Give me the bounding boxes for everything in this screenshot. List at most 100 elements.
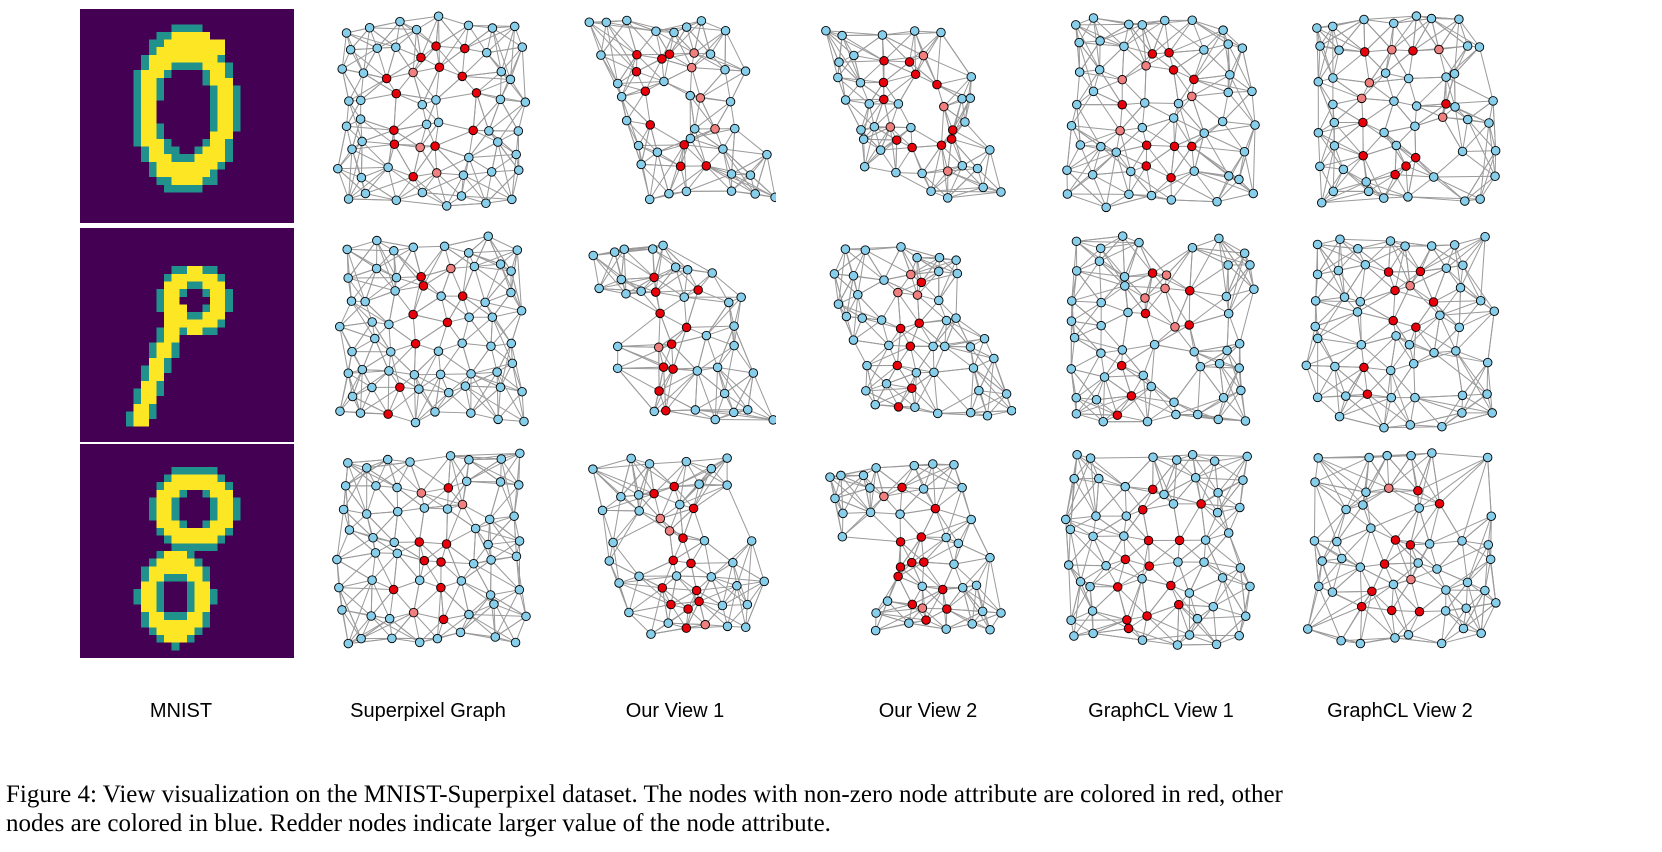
graph-node	[952, 268, 963, 279]
graph-node	[507, 358, 518, 369]
graph-node	[1434, 498, 1445, 509]
graph-node	[967, 619, 977, 629]
graph-node	[685, 133, 696, 144]
graph-node	[1328, 186, 1339, 197]
graph-node	[679, 140, 689, 150]
graph-node	[371, 263, 382, 274]
graph-node	[909, 26, 920, 36]
graph-node	[1358, 500, 1368, 510]
graph-node	[1096, 320, 1106, 331]
graph-node	[409, 370, 420, 380]
graph-node	[1120, 281, 1130, 291]
mnist-image-row-1	[80, 9, 294, 223]
graph-node	[1388, 315, 1398, 326]
graph-node	[858, 470, 869, 481]
graph-node	[446, 263, 456, 274]
graph-node	[1111, 147, 1122, 157]
graph-node	[1066, 615, 1076, 625]
graph-node	[1341, 391, 1351, 401]
graph-node	[1359, 14, 1369, 25]
graph-node	[1137, 573, 1147, 584]
graph-node	[596, 50, 606, 60]
graph-node	[879, 56, 889, 66]
graph-node	[1366, 523, 1376, 533]
graph-node	[1184, 320, 1194, 330]
graph-node	[612, 363, 623, 374]
graph-node	[1475, 295, 1486, 306]
graph-node	[679, 292, 689, 302]
graph-node	[893, 402, 904, 412]
our-view-2-row-2	[829, 242, 1016, 421]
superpixel-graph-row-2	[334, 231, 529, 428]
graph-node	[392, 506, 403, 517]
graph-node	[917, 603, 928, 613]
graph-node	[1435, 310, 1445, 321]
graph-node	[690, 405, 701, 415]
graphcl-view-2-row-3	[1302, 448, 1501, 649]
graph-node	[1457, 390, 1468, 401]
graph-node	[919, 557, 929, 567]
graph-node	[686, 62, 697, 73]
graph-node	[910, 402, 920, 412]
graph-node	[906, 122, 916, 133]
graph-node	[1173, 557, 1183, 567]
graph-node	[588, 250, 598, 261]
graph-node	[1356, 93, 1367, 104]
graph-node	[1166, 580, 1176, 591]
graph-node	[1096, 348, 1106, 358]
graph-node	[1138, 370, 1149, 381]
graph-node	[335, 406, 345, 416]
graph-node	[334, 582, 344, 593]
graph-node	[1406, 450, 1416, 461]
graph-node	[464, 312, 474, 323]
graph-node	[1457, 536, 1467, 546]
graph-node	[1168, 65, 1179, 75]
graph-node	[1316, 197, 1327, 208]
graph-node	[367, 317, 377, 327]
graph-node	[1462, 577, 1473, 588]
graph-node	[1126, 391, 1137, 401]
graph-node	[1101, 561, 1111, 571]
graph-node	[649, 272, 659, 283]
graph-node	[1242, 451, 1252, 462]
graph-node	[1199, 557, 1209, 567]
graph-node	[1212, 507, 1223, 518]
graph-node	[1213, 488, 1223, 498]
graph-node	[736, 292, 746, 303]
graph-node	[1071, 266, 1082, 276]
graph-nodes	[588, 453, 769, 639]
graph-node	[1095, 243, 1106, 254]
graph-node	[341, 121, 352, 132]
graph-node	[594, 283, 604, 294]
graph-node	[344, 525, 355, 535]
graph-node	[726, 169, 737, 179]
graph-node	[941, 532, 951, 543]
graph-node	[1317, 556, 1327, 566]
graph-node	[1200, 535, 1211, 545]
graph-node	[1450, 102, 1460, 112]
graph-node	[762, 149, 772, 160]
graph-node	[367, 382, 377, 393]
graph-node	[601, 17, 612, 28]
graph-node	[356, 633, 366, 644]
graph-node	[370, 333, 380, 344]
graph-node	[836, 470, 846, 481]
graph-node	[490, 632, 501, 642]
graph-node	[921, 615, 931, 625]
graph-node	[468, 559, 479, 569]
graph-node	[664, 526, 675, 536]
graph-node	[942, 604, 952, 614]
graph-node	[1458, 623, 1469, 634]
graph-node	[1225, 70, 1235, 80]
graph-node	[848, 270, 859, 281]
graph-node	[511, 551, 522, 562]
graph-node	[895, 562, 906, 572]
graph-node	[1117, 231, 1128, 241]
graph-node	[658, 362, 669, 372]
graph-node	[1146, 190, 1157, 201]
graph-node	[934, 266, 944, 277]
graph-node	[457, 338, 467, 348]
graph-node	[1403, 73, 1414, 84]
graph-node	[729, 321, 739, 331]
graph-node	[718, 144, 728, 154]
